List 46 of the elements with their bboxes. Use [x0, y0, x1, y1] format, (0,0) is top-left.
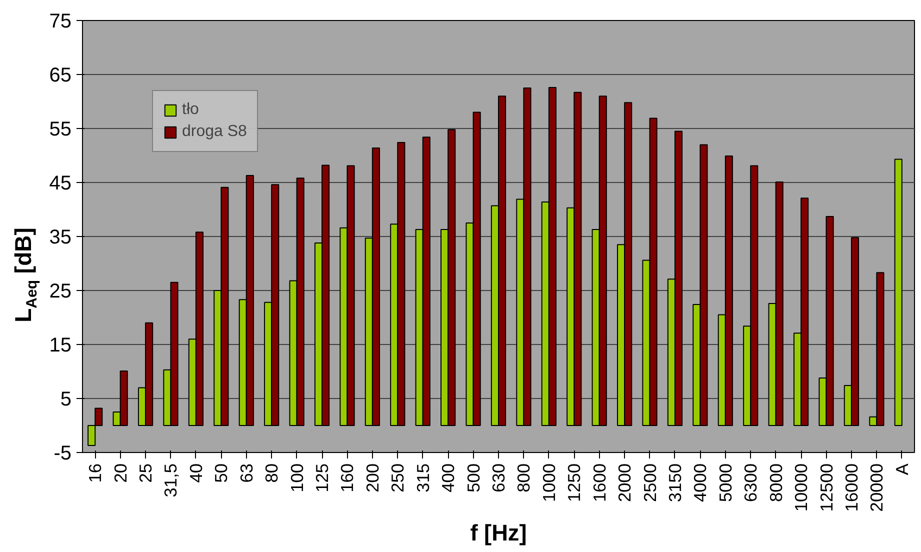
x-tick-label: A — [892, 463, 912, 476]
y-tick-label: 25 — [49, 280, 72, 302]
x-tick-label: 315 — [412, 463, 433, 492]
x-tick-label: 160 — [337, 463, 358, 492]
y-tick-label: 5 — [60, 388, 72, 410]
x-tick-label: 20 — [110, 463, 130, 483]
x-tick-label: 63 — [236, 463, 256, 483]
x-tick-label: 16000 — [841, 464, 862, 512]
y-tick-label: 15 — [49, 334, 72, 356]
x-tick-label: 10000 — [791, 464, 812, 512]
legend-label: droga S8 — [182, 123, 247, 141]
x-axis-title: f [Hz] — [470, 520, 527, 546]
x-tick-label: 6300 — [740, 463, 761, 502]
x-tick-label: 16 — [85, 463, 106, 483]
x-tick-label: 20000 — [866, 464, 887, 512]
x-tick-label: 125 — [312, 463, 332, 492]
y-tick-label: -5 — [54, 442, 72, 464]
x-tick-label: 500 — [463, 463, 484, 492]
y-tick-label: 55 — [49, 118, 72, 140]
y-tick-label: 45 — [49, 172, 72, 194]
x-tick-label: 5000 — [715, 463, 736, 502]
x-tick-label: 2000 — [614, 463, 635, 502]
x-tick-label: 630 — [488, 463, 508, 492]
x-tick-label: 31,5 — [160, 463, 181, 498]
y-tick-label: 65 — [49, 64, 72, 86]
y-tick-label: 35 — [49, 226, 72, 248]
bar — [894, 158, 902, 426]
x-tick-label: 2500 — [640, 463, 660, 502]
x-tick-label: 8000 — [766, 463, 786, 502]
y-tick-label: 75 — [49, 10, 72, 32]
x-tick-label: 1000 — [538, 463, 559, 502]
x-tick-label: 80 — [262, 463, 282, 483]
x-tick-label: 4000 — [690, 463, 710, 502]
x-tick-label: 800 — [514, 463, 534, 492]
legend-label: tło — [182, 101, 200, 119]
x-tick-label: 25 — [136, 463, 156, 483]
x-tick-label: 250 — [388, 463, 408, 492]
x-tick-label: 400 — [438, 463, 458, 492]
x-tick-label: 100 — [286, 463, 307, 492]
x-tick-label: 40 — [186, 463, 206, 483]
x-tick-label: 12500 — [816, 464, 836, 512]
x-tick-label: 50 — [211, 463, 232, 483]
x-tick-label: 1250 — [564, 463, 584, 502]
x-tick-label: 1600 — [589, 463, 610, 502]
x-tick-label: 3150 — [664, 463, 685, 502]
x-tick-label: 200 — [362, 463, 382, 492]
